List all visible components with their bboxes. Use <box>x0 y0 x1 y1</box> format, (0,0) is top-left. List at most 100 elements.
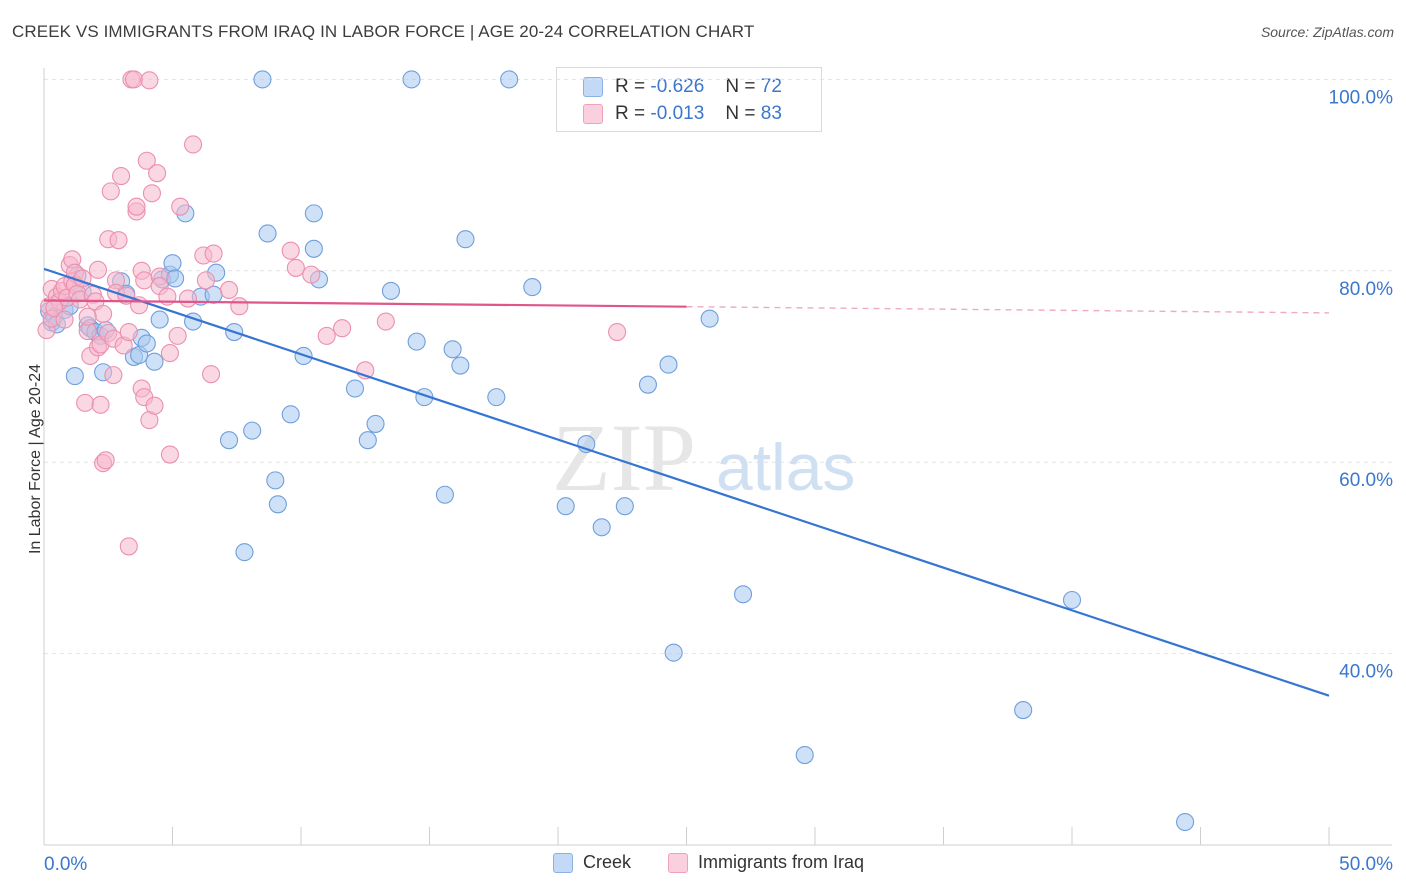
iraq-point <box>96 451 115 470</box>
iraq-point <box>88 260 108 279</box>
y-tick-label: 40.0% <box>1339 662 1393 683</box>
n-value: 72 <box>760 76 782 97</box>
creek-point <box>366 414 385 433</box>
creek-point <box>150 310 169 329</box>
creek-point <box>664 643 683 662</box>
creek-point <box>166 269 185 288</box>
x-tick-label-max: 50.0% <box>1339 854 1393 875</box>
x-tick-label-min: 0.0% <box>44 854 87 875</box>
creek-point <box>795 745 814 765</box>
creek-point <box>1014 701 1033 720</box>
creek-point <box>253 70 272 89</box>
creek-point <box>345 379 365 398</box>
creek-point <box>358 431 377 450</box>
r-label: R = <box>615 103 646 124</box>
creek-point <box>381 281 401 300</box>
iraq-point <box>119 537 138 556</box>
iraq-point <box>196 271 215 290</box>
iraq-point <box>104 366 123 385</box>
creek-point <box>487 388 506 407</box>
creek-legend-label: Creek <box>583 852 632 872</box>
n-label: N = <box>725 76 756 97</box>
iraq-point <box>302 265 321 284</box>
iraq-point <box>119 322 138 342</box>
creek-point <box>733 585 753 604</box>
watermark-zip: ZIP <box>552 404 696 511</box>
iraq-point <box>112 167 131 186</box>
iraq-point <box>178 289 197 308</box>
creek-point <box>145 352 164 371</box>
iraq-legend-label: Immigrants from Iraq <box>698 852 865 872</box>
y-tick-label: 80.0% <box>1339 279 1393 300</box>
iraq-point <box>127 197 146 216</box>
iraq-point <box>94 304 113 323</box>
iraq-point <box>135 271 154 290</box>
chart-title: CREEK VS IMMIGRANTS FROM IRAQ IN LABOR F… <box>12 22 755 41</box>
creek-point <box>615 497 634 516</box>
creek-point <box>443 340 462 359</box>
creek-point <box>1062 590 1082 610</box>
creek-point <box>500 70 519 89</box>
y-tick-label: 100.0% <box>1329 87 1394 108</box>
source-label: Source: ZipAtlas.com <box>1260 24 1394 40</box>
r-value: -0.013 <box>650 103 705 124</box>
creek-point <box>451 356 470 375</box>
creek-point <box>258 224 277 243</box>
n-label: N = <box>725 103 756 124</box>
iraq-point <box>148 164 167 183</box>
iraq-point <box>160 344 179 363</box>
iraq-point <box>286 258 305 277</box>
creek-point <box>235 543 254 562</box>
iraq-trend-line <box>43 299 687 308</box>
creek-point <box>304 204 323 223</box>
creek-point <box>592 518 611 537</box>
iraq-point <box>137 151 156 170</box>
creek-point <box>137 334 156 353</box>
iraq-point <box>101 182 120 201</box>
creek-point <box>456 230 475 249</box>
iraq-point <box>78 307 97 326</box>
iraq-point <box>168 326 187 345</box>
iraq-point <box>145 396 164 415</box>
creek-point <box>435 485 454 504</box>
iraq-point <box>142 184 161 203</box>
creek-point <box>638 375 658 394</box>
iraq-point <box>76 393 95 412</box>
y-tick-label: 60.0% <box>1339 470 1393 491</box>
creek-swatch <box>583 77 603 97</box>
iraq-trend-line-dashed <box>686 305 1330 314</box>
stats-legend: R = -0.626 N = 72 R = -0.013 N = 83 <box>556 67 822 132</box>
r-label: R = <box>615 76 646 97</box>
creek-point <box>523 278 542 297</box>
iraq-point <box>171 197 190 216</box>
creek-point <box>407 332 426 351</box>
iraq-point <box>219 280 239 299</box>
creek-point <box>268 495 287 514</box>
iraq-point <box>281 241 300 260</box>
creek-point <box>556 497 575 516</box>
creek-point <box>266 471 285 490</box>
creek-point <box>700 309 719 328</box>
iraq-point <box>91 395 110 414</box>
iraq-point <box>140 71 159 90</box>
creek-point <box>281 405 300 424</box>
iraq-point <box>608 322 627 342</box>
iraq-legend-swatch <box>668 853 688 873</box>
creek-trend-line <box>43 267 1330 697</box>
iraq-point <box>55 310 74 329</box>
n-value: 83 <box>760 103 782 124</box>
creek-point <box>243 421 262 440</box>
creek-point <box>65 367 84 386</box>
creek-point <box>1176 812 1195 832</box>
r-value: -0.626 <box>650 76 705 97</box>
iraq-point <box>109 231 128 250</box>
watermark-atlas: atlas <box>716 430 855 504</box>
creek-point <box>219 431 239 450</box>
iraq-swatch <box>583 104 603 124</box>
creek-point <box>163 254 182 273</box>
iraq-point <box>230 297 249 316</box>
iraq-point <box>333 319 352 338</box>
iraq-point <box>202 365 221 384</box>
creek-legend-swatch <box>553 853 573 873</box>
